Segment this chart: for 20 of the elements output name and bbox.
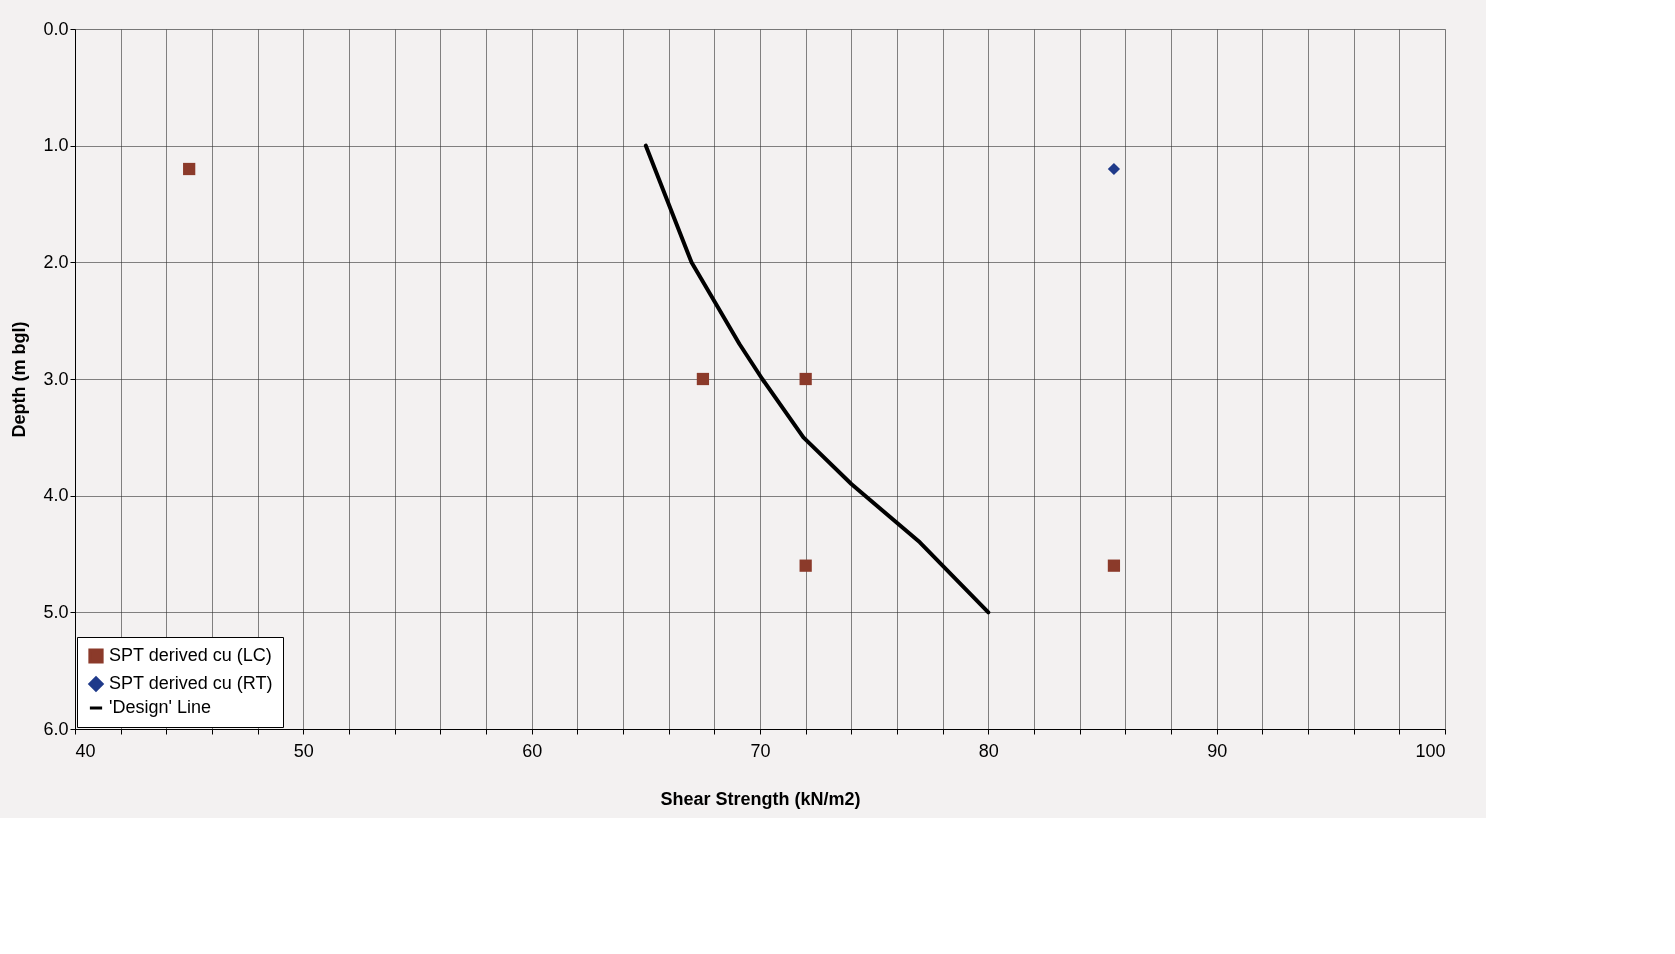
legend-label: SPT derived cu (RT) — [109, 673, 273, 693]
line-series — [643, 143, 991, 615]
y-tick-label: 3.0 — [43, 368, 69, 389]
y-tick-label: 0.0 — [43, 18, 69, 39]
x-tick-label: 60 — [522, 740, 543, 761]
y-tick-label: 4.0 — [43, 485, 69, 506]
x-tick-label: 50 — [293, 740, 314, 761]
y-tick-label: 5.0 — [43, 601, 69, 622]
y-tick-label: 6.0 — [43, 718, 69, 739]
legend-label: 'Design' Line — [109, 697, 211, 717]
y-tick-label: 1.0 — [43, 135, 69, 156]
x-tick-label: 90 — [1207, 740, 1228, 761]
y-axis-title: Depth (m bgl) — [9, 321, 30, 438]
x-axis-title: Shear Strength (kN/m2) — [660, 788, 861, 809]
x-tick-label: 100 — [1415, 740, 1446, 761]
x-tick-label: 80 — [978, 740, 999, 761]
y-tick-label: 2.0 — [43, 251, 69, 272]
x-tick-label: 70 — [750, 740, 771, 761]
x-tick-label: 40 — [75, 740, 96, 761]
legend-label: SPT derived cu (LC) — [109, 645, 272, 665]
